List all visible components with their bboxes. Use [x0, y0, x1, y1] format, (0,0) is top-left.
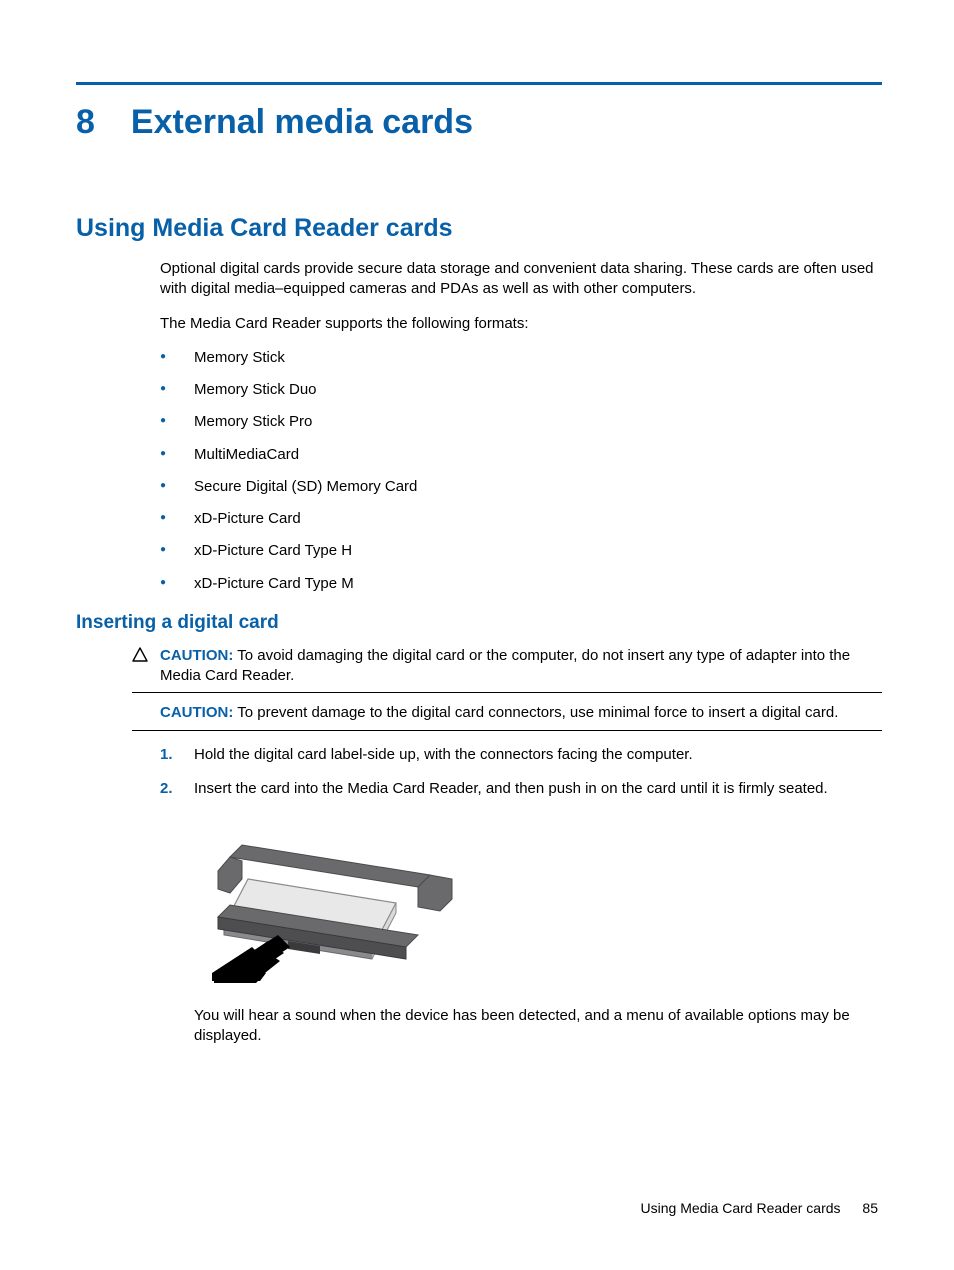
caution-2: CAUTION: To prevent damage to the digita…	[132, 703, 882, 730]
step-item: 2. Insert the card into the Media Card R…	[160, 779, 882, 799]
footer-title: Using Media Card Reader cards	[641, 1200, 841, 1216]
after-figure-paragraph: You will hear a sound when the device ha…	[194, 1006, 882, 1047]
step-text: Insert the card into the Media Card Read…	[194, 780, 828, 797]
subsection-title: Inserting a digital card	[76, 612, 882, 634]
caution-1: CAUTION: To avoid damaging the digital c…	[132, 646, 882, 694]
step-number: 2.	[160, 779, 173, 799]
page-footer: Using Media Card Reader cards 85	[641, 1200, 878, 1216]
supports-line: The Media Card Reader supports the follo…	[160, 314, 882, 334]
figure-card-insert	[160, 813, 882, 988]
chapter-title: External media cards	[131, 103, 473, 142]
header-rule	[76, 82, 882, 85]
list-item: MultiMediaCard	[160, 445, 882, 465]
chapter-heading: 8 External media cards	[76, 103, 882, 142]
list-item: Memory Stick	[160, 348, 882, 368]
caution-text: To avoid damaging the digital card or th…	[160, 647, 850, 684]
caution-icon	[132, 647, 148, 668]
caution-label: CAUTION:	[160, 704, 233, 721]
intro-paragraph: Optional digital cards provide secure da…	[160, 259, 882, 300]
list-item: xD-Picture Card Type H	[160, 541, 882, 561]
list-item: xD-Picture Card Type M	[160, 574, 882, 594]
step-item: 1. Hold the digital card label-side up, …	[160, 745, 882, 765]
format-list: Memory Stick Memory Stick Duo Memory Sti…	[160, 348, 882, 594]
section-title: Using Media Card Reader cards	[76, 214, 882, 243]
list-item: xD-Picture Card	[160, 509, 882, 529]
caution-text: To prevent damage to the digital card co…	[237, 704, 838, 721]
footer-page-number: 85	[862, 1200, 878, 1216]
step-number: 1.	[160, 745, 173, 765]
caution-label: CAUTION:	[160, 647, 233, 664]
list-item: Memory Stick Duo	[160, 380, 882, 400]
chapter-number: 8	[76, 103, 95, 142]
list-item: Secure Digital (SD) Memory Card	[160, 477, 882, 497]
list-item: Memory Stick Pro	[160, 412, 882, 432]
steps-list: 1. Hold the digital card label-side up, …	[160, 745, 882, 800]
step-text: Hold the digital card label-side up, wit…	[194, 746, 693, 763]
